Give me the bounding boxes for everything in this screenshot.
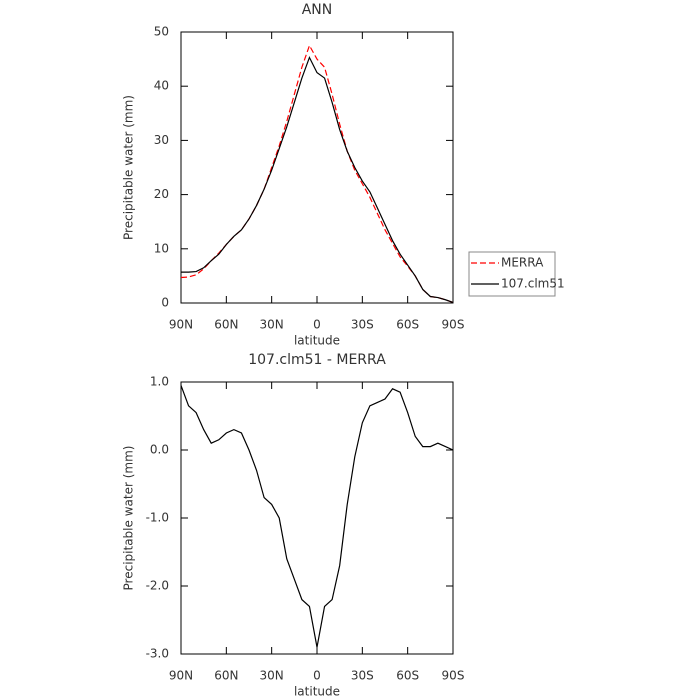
y-axis-label: Precipitable water (mm): [122, 95, 136, 240]
plot-frame: [180, 381, 454, 655]
y-tick-label: 0.0: [150, 443, 169, 457]
x-axis-label: latitude: [294, 685, 340, 699]
x-axis-label: latitude: [294, 334, 340, 348]
x-tick-label: 60S: [396, 669, 419, 683]
legend-box: [468, 251, 556, 297]
data-line: [180, 44, 454, 304]
x-tick-label: 30S: [351, 669, 374, 683]
x-tick-label: 60S: [396, 318, 419, 332]
legend-label: MERRA: [501, 256, 544, 270]
y-tick-label: -1.0: [146, 511, 169, 525]
chart-title: 107.clm51 - MERRA: [248, 352, 386, 368]
y-axis-label: Precipitable water (mm): [122, 446, 136, 591]
y-tick-label: 0: [161, 296, 169, 310]
data-line: [180, 385, 454, 648]
x-tick-label: 60N: [214, 318, 238, 332]
x-tick-label: 90N: [169, 318, 193, 332]
x-tick-label: 30S: [351, 318, 374, 332]
data-line: [181, 55, 454, 304]
y-tick-label: 10: [154, 241, 169, 255]
y-tick-label: 1.0: [150, 375, 169, 389]
x-tick-label: 60N: [214, 669, 238, 683]
legend-label: 107.clm51: [501, 277, 565, 291]
y-tick-label: 30: [154, 133, 169, 147]
x-tick-label: 0: [313, 318, 321, 332]
x-tick-label: 0: [313, 669, 321, 683]
x-tick-label: 30N: [260, 669, 284, 683]
y-tick-label: -3.0: [146, 647, 169, 661]
y-tick-label: 20: [154, 187, 169, 201]
x-tick-label: 90N: [169, 669, 193, 683]
x-tick-label: 90S: [442, 669, 465, 683]
y-tick-label: 50: [154, 25, 169, 39]
x-tick-label: 30N: [260, 318, 284, 332]
x-tick-label: 90S: [442, 318, 465, 332]
y-tick-label: -2.0: [146, 579, 169, 593]
chart-title: ANN: [302, 2, 333, 18]
y-tick-label: 40: [154, 79, 169, 93]
